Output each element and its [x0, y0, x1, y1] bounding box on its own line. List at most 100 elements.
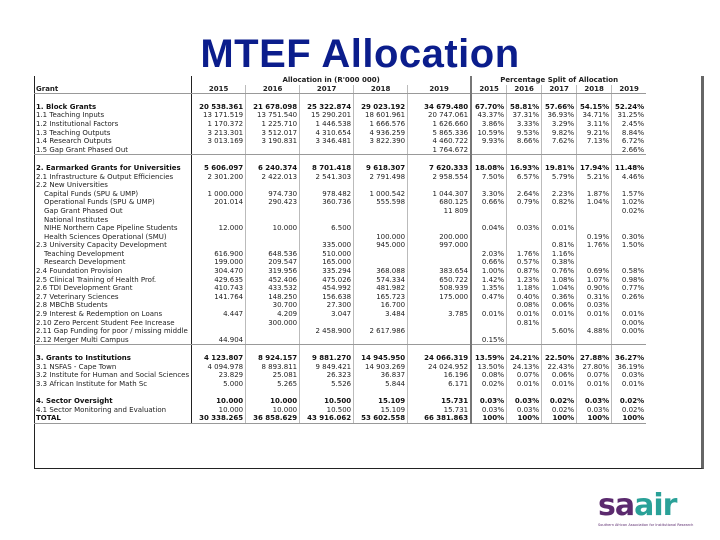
allocation-cell: 43 916.062	[299, 414, 355, 424]
percentage-cell: 100%	[471, 414, 508, 424]
allocation-cell: 650.722	[407, 275, 473, 285]
percentage-cell: 4.46%	[621, 172, 645, 181]
percentage-cell: 37.31%	[506, 111, 543, 120]
percentage-cell: 0.01%	[541, 310, 578, 319]
percentage-cell	[541, 232, 578, 242]
percentage-cell	[576, 206, 613, 216]
table-row: 2.8 MBChB Students 30.700 27.300 16.700 0.08…	[34, 301, 647, 311]
table-row: NIHE Northern Cape Pipeline Students 12.0…	[34, 224, 646, 233]
saair-logo: saair Southern African Association for I…	[598, 491, 708, 532]
table-row: 1.3 Teaching Outputs 3 213.301 3 512.017 4 …	[34, 128, 646, 138]
allocation-cell	[191, 344, 247, 354]
percentage-cell: 1.57%	[621, 189, 645, 198]
row-label: 3.2 Institute for Human and Social Scien…	[34, 371, 193, 380]
percentage-cell	[506, 335, 543, 346]
allocation-cell: 21 678.098	[245, 102, 301, 112]
percentage-cell: 34.71%	[576, 111, 613, 120]
percentage-cell: 1.00%	[471, 267, 508, 276]
allocation-cell: 4 310.654	[299, 128, 355, 138]
percentage-cell: 9.21%	[576, 128, 613, 138]
allocation-cell: 3 822.390	[353, 137, 409, 146]
table-row: 3. Grants to Institutions 4 123.807 8 924.…	[34, 354, 646, 363]
mtef-allocation-table: Allocation in (R'000 000) Percentage Spl…	[34, 76, 647, 424]
allocation-cell: 5.844	[353, 379, 409, 389]
percentage-cell: 9.93%	[471, 137, 508, 146]
percentage-cell	[471, 388, 508, 397]
percentage-cell	[612, 181, 647, 190]
allocation-cell	[407, 335, 473, 346]
allocation-cell: 141.764	[191, 292, 247, 302]
allocation-cell: 1 044.307	[407, 189, 473, 199]
percentage-cell	[612, 155, 647, 164]
percentage-cell: 19.81%	[541, 163, 578, 173]
table-row: 3.3 African Institute for Math Sc 5.000 5.…	[34, 379, 646, 389]
table-row: 2.6 TDI Development Grant 410.743 433.532 4…	[34, 284, 646, 293]
allocation-cell	[191, 327, 247, 336]
percentage-cell	[612, 301, 647, 310]
allocation-cell: 2 301.200	[191, 172, 247, 182]
row-label: 2.7 Veterinary Sciences	[34, 292, 193, 302]
percentage-cell: 0.03%	[576, 396, 613, 406]
percentage-cell	[576, 224, 613, 233]
percentage-cell	[576, 145, 613, 156]
allocation-cell: 15.109	[353, 405, 409, 415]
allocation-cell: 475.026	[299, 275, 355, 285]
allocation-cell: 34 679.480	[407, 102, 473, 112]
percentage-cell	[576, 335, 613, 346]
allocation-cell: 24 066.319	[407, 354, 473, 363]
percentage-cell: 24.13%	[506, 362, 543, 372]
allocation-cell: 10.500	[299, 396, 355, 406]
allocation-cell: 997.000	[407, 241, 473, 250]
allocation-cell: 974.730	[245, 189, 301, 199]
allocation-cell	[353, 154, 409, 164]
percentage-cell: 1.18%	[506, 284, 543, 293]
allocation-cell: 15.731	[407, 396, 473, 406]
allocation-cell: 44.904	[191, 335, 247, 346]
allocation-cell: 4.447	[191, 310, 247, 319]
percentage-cell: 0.66%	[471, 198, 508, 207]
allocation-cell: 429.635	[191, 275, 247, 285]
percentage-cell: 18.08%	[471, 163, 508, 173]
percentage-cell: 0.76%	[541, 267, 578, 276]
allocation-cell	[353, 249, 409, 259]
percentage-cell: 9.82%	[541, 128, 578, 138]
allocation-cell	[407, 344, 473, 354]
allocation-cell: 27.300	[299, 301, 355, 311]
allocation-cell: 199.000	[191, 258, 247, 268]
allocation-cell: 2 958.554	[407, 172, 473, 182]
percentage-cell	[612, 250, 647, 259]
percentage-cell	[506, 215, 543, 225]
percentage-cell: 13.50%	[471, 362, 508, 372]
percentage-cell	[541, 388, 578, 397]
pct-year-header: 2015	[471, 84, 508, 95]
percentage-cell: 0.30%	[621, 232, 645, 241]
percentage-cell: 6.72%	[621, 137, 645, 146]
row-label: 4.1 Sector Monitoring and Evaluation	[34, 405, 193, 415]
percentage-cell: 22.43%	[541, 362, 578, 372]
allocation-cell	[407, 154, 473, 164]
allocation-cell	[191, 181, 247, 190]
allocation-cell	[245, 327, 301, 336]
percentage-cell: 0.40%	[506, 292, 543, 302]
allocation-cell: 175.000	[407, 292, 473, 302]
row-label: 3. Grants to Institutions	[34, 354, 193, 363]
row-label: 2.12 Merger Multi Campus	[34, 335, 193, 346]
allocation-cell: 360.736	[299, 198, 355, 207]
allocation-cell: 1 000.000	[191, 189, 247, 199]
percentage-cell: 27.88%	[576, 354, 613, 363]
percentage-cell: 0.08%	[506, 301, 543, 311]
alloc-year-header: 2019	[407, 84, 473, 95]
percentage-cell: 0.87%	[506, 267, 543, 276]
allocation-cell: 3.047	[299, 310, 355, 319]
percentage-cell: 0.01%	[621, 379, 645, 388]
percentage-cell	[576, 318, 613, 328]
table-row: TOTAL 30 338.265 36 858.629 43 916.062 53 60…	[34, 414, 647, 424]
percentage-cell	[471, 154, 508, 164]
percentage-cell: 0.03%	[471, 405, 508, 415]
allocation-cell	[191, 301, 247, 311]
percentage-cell: 0.47%	[471, 292, 508, 302]
percentage-cell: 13.59%	[471, 354, 508, 363]
slide-title: MTEF Allocation	[200, 32, 520, 76]
percentage-cell: 2.03%	[471, 249, 508, 259]
row-label: 2.2 New Universities	[34, 181, 193, 190]
